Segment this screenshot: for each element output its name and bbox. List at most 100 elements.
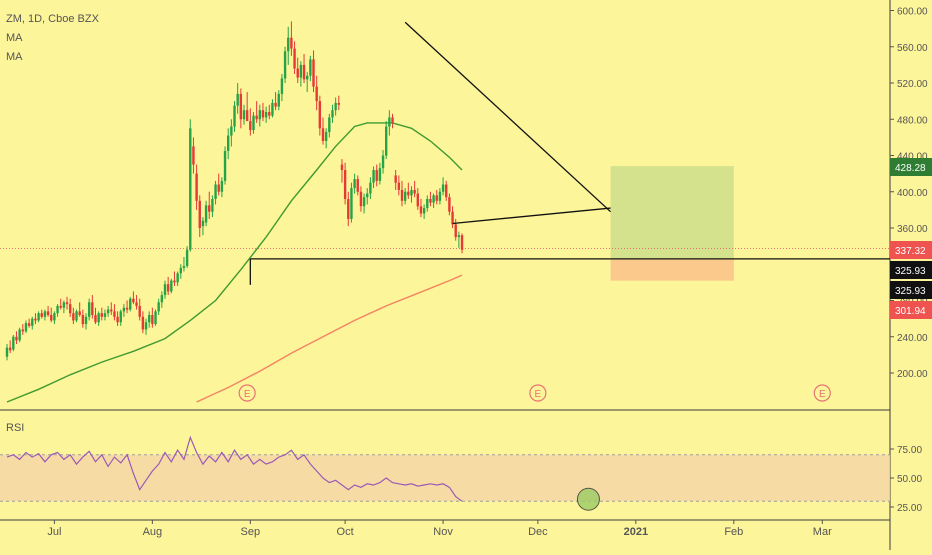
candle-body — [97, 313, 100, 323]
candle-body — [141, 316, 145, 330]
candle-body — [460, 235, 464, 250]
price-tick-label: 480.00 — [897, 115, 928, 126]
candle-body — [185, 249, 189, 267]
candle-body — [400, 189, 404, 201]
candle-body — [189, 128, 192, 250]
candle-body — [334, 102, 337, 111]
candle-body — [43, 311, 47, 317]
candle-body — [87, 302, 91, 317]
candle-body — [306, 75, 309, 80]
candle-body — [293, 48, 296, 69]
candle-body — [103, 313, 107, 317]
rsi-pane-label[interactable]: RSI — [6, 422, 25, 434]
candle-body — [419, 206, 423, 214]
candle-body — [274, 102, 277, 107]
time-tick-label: Mar — [813, 526, 832, 538]
price-tick-label: 360.00 — [897, 224, 928, 235]
price-badge — [890, 301, 932, 319]
candle-body — [340, 164, 344, 170]
candle-body — [328, 117, 331, 132]
candle-body — [31, 318, 34, 326]
candle-body — [264, 112, 268, 118]
candle-body — [369, 182, 372, 194]
price-badge-label: 325.93 — [895, 266, 926, 277]
candle-body — [119, 311, 122, 323]
candle-body — [324, 131, 328, 141]
earnings-marker — [813, 384, 831, 402]
candle-body — [166, 284, 170, 292]
candle-body — [381, 155, 385, 169]
candle-body — [125, 307, 129, 310]
price-badge — [890, 158, 932, 176]
candle-body — [299, 64, 303, 78]
price-tick-label: 560.00 — [897, 43, 928, 54]
candle-body — [290, 37, 293, 49]
candle-body — [255, 115, 258, 120]
candle-body — [410, 189, 413, 196]
candle-body — [318, 101, 322, 129]
candle-body — [403, 191, 407, 201]
time-tick-label: Feb — [724, 526, 743, 538]
candle-body — [46, 311, 50, 315]
candle-body — [214, 184, 217, 199]
candle-body — [271, 102, 274, 116]
candle-body — [309, 59, 312, 76]
candle-body — [233, 105, 236, 127]
time-tick-label: Nov — [433, 526, 453, 538]
candle-body — [148, 315, 151, 323]
candle-body — [217, 184, 220, 192]
price-badge-label: 337.32 — [895, 246, 926, 257]
time-tick-label: Sep — [241, 526, 261, 538]
loss-zone — [610, 258, 734, 281]
earnings-marker-label: E — [819, 389, 826, 400]
candle-body — [375, 170, 378, 181]
candle-body — [37, 313, 40, 321]
candle-body — [280, 78, 284, 94]
candle-body — [258, 110, 261, 120]
candle-body — [448, 197, 451, 212]
candle-body — [413, 189, 416, 194]
candle-body — [343, 170, 347, 199]
candle-body — [366, 193, 369, 198]
candle-body — [94, 315, 97, 323]
candle-body — [302, 64, 306, 80]
candle-body — [287, 37, 290, 52]
legend-ma-2[interactable]: MA — [6, 51, 23, 63]
profit-zone — [610, 166, 734, 259]
candle-body — [397, 182, 401, 190]
price-badge-label: 428.28 — [895, 163, 926, 174]
candle-body — [198, 200, 201, 228]
candle-body — [24, 323, 28, 332]
candle-body — [8, 347, 12, 351]
candle-body — [457, 235, 461, 238]
candle-body — [12, 336, 15, 350]
candle-body — [65, 302, 69, 305]
candle-body — [113, 311, 116, 317]
candle-body — [236, 93, 239, 106]
earnings-marker-label: E — [535, 389, 542, 400]
ma-50-line — [6, 122, 463, 403]
candle-body — [91, 302, 94, 315]
candle-body — [438, 191, 442, 201]
candle-body — [15, 336, 18, 341]
candle-body — [227, 135, 230, 151]
candle-body — [331, 110, 334, 118]
time-tick-label: 2021 — [624, 526, 648, 538]
candle-body — [451, 211, 454, 225]
candle-body — [385, 126, 388, 156]
candle-body — [242, 110, 246, 120]
candle-body — [211, 199, 214, 212]
candle-body — [18, 329, 21, 341]
candle-body — [154, 311, 157, 325]
candle-body — [416, 193, 419, 207]
candle-body — [160, 295, 164, 303]
price-badge-label: 301.94 — [895, 306, 926, 317]
legend-symbol[interactable]: ZM, 1D, Cboe BZX — [6, 13, 99, 25]
candle-body — [27, 323, 31, 326]
legend-ma-1[interactable]: MA — [6, 32, 23, 44]
candle-body — [441, 184, 445, 192]
rsi-band — [0, 454, 890, 502]
price-tick-label: 600.00 — [897, 7, 928, 18]
